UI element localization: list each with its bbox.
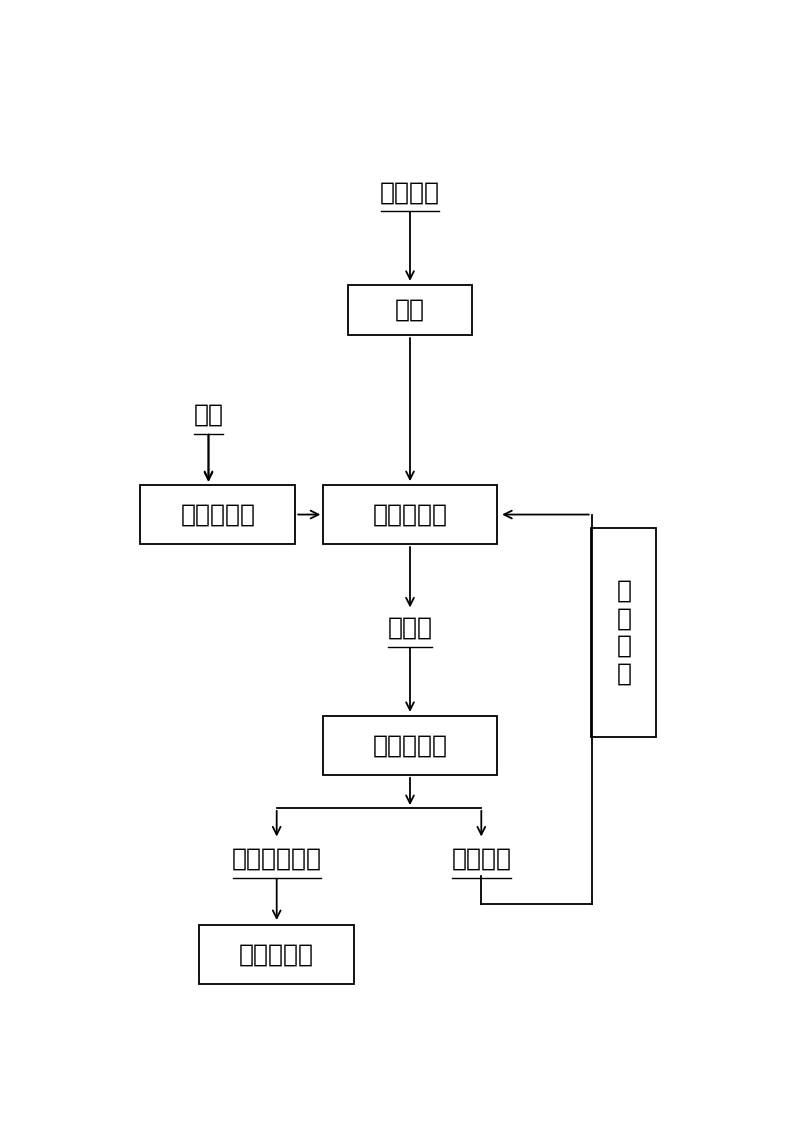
Text: 含铬土壤: 含铬土壤 (380, 180, 440, 205)
Text: 破碎: 破碎 (395, 297, 425, 322)
Text: 循
环
喷
淋: 循 环 喷 淋 (616, 578, 631, 685)
Text: 菌液: 菌液 (194, 403, 223, 426)
Text: 上清菌液: 上清菌液 (451, 846, 511, 871)
Text: 规模化培养: 规模化培养 (180, 502, 255, 527)
Bar (323, 485, 497, 544)
Bar (348, 285, 472, 335)
Text: 修复槽筑堆: 修复槽筑堆 (373, 502, 447, 527)
Bar (323, 716, 497, 775)
Text: 氢氧化铬沉淀: 氢氧化铬沉淀 (232, 846, 322, 871)
Bar (140, 485, 295, 544)
Bar (591, 527, 657, 736)
Bar (199, 925, 354, 984)
Text: 生化池解毒: 生化池解毒 (373, 733, 447, 758)
Text: 浸出液: 浸出液 (387, 615, 433, 640)
Text: 回收金属铬: 回收金属铬 (239, 942, 314, 966)
